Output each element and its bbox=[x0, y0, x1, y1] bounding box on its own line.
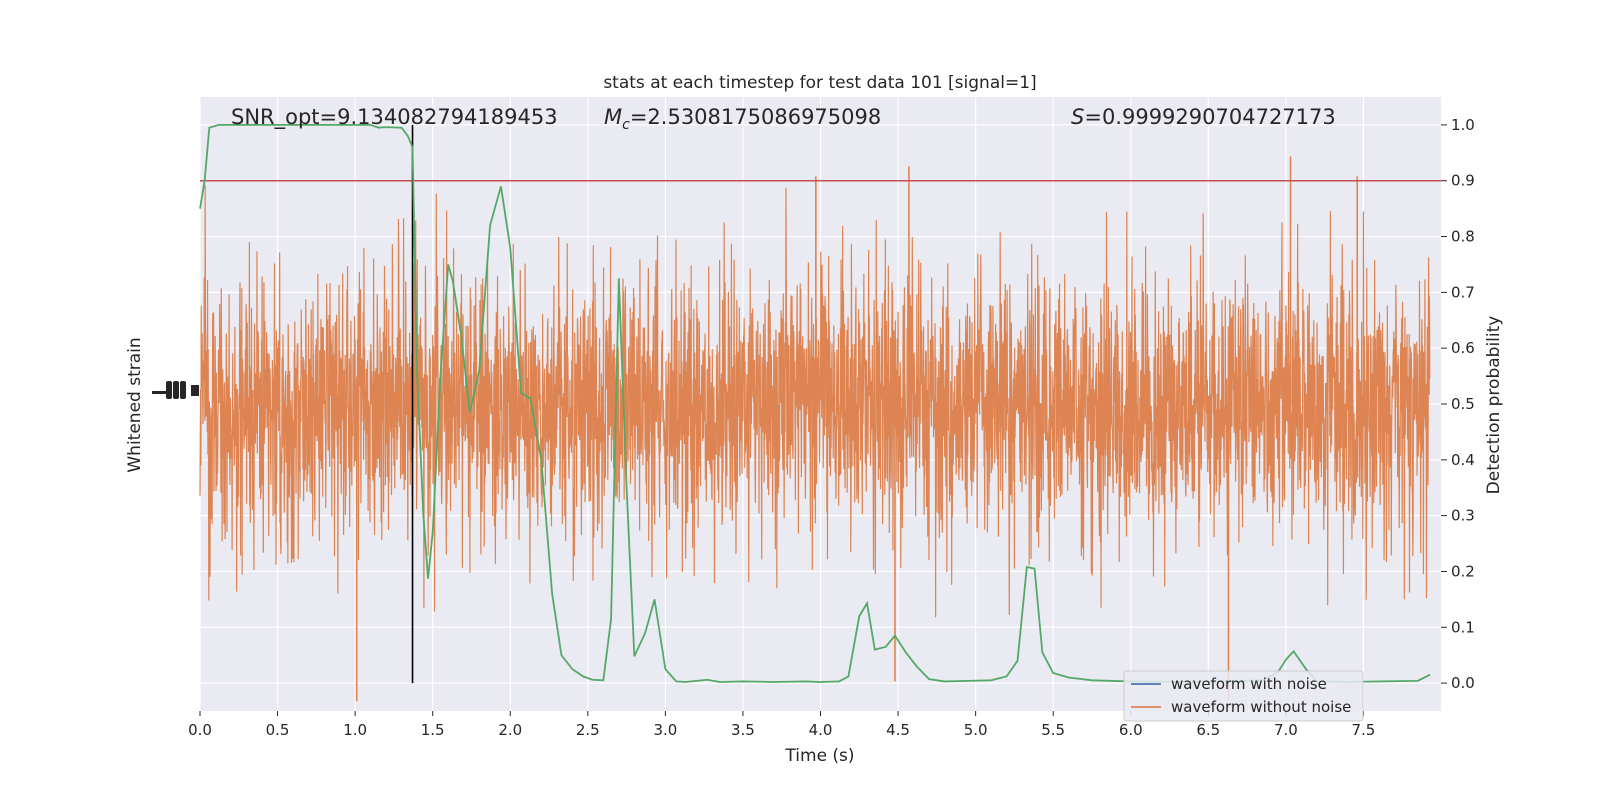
x-axis-ticks: 0.0 0.5 1.0 1.5 2.0 2.5 3.0 3.5 4.0 4.5 5.0 5.5 6.0 6… bbox=[188, 711, 1375, 739]
legend-box bbox=[1123, 670, 1364, 722]
legend: waveform with noise waveform without noi… bbox=[1123, 670, 1364, 722]
legend-label-without-noise: waveform without noise bbox=[1171, 698, 1351, 716]
s-annotation: S=0.9999290704727173 bbox=[1071, 105, 1336, 129]
x-tick-label: 5.0 bbox=[964, 721, 988, 739]
detection-probability-line bbox=[199, 124, 1431, 683]
snr-annotation: SNR_opt=9.134082794189453 bbox=[231, 105, 558, 130]
y-tick-label: 0.2 bbox=[1451, 562, 1475, 580]
chirp-mass-annotation: Mc=2.5308175086975098 bbox=[604, 105, 881, 133]
y-tick-label: 0.1 bbox=[1451, 618, 1475, 636]
x-tick-label: 2.5 bbox=[576, 721, 600, 739]
y-tick-label: 1.0 bbox=[1451, 116, 1475, 134]
x-tick-label: 1.0 bbox=[343, 721, 367, 739]
x-tick-label: 1.5 bbox=[421, 721, 445, 739]
x-tick-label: 3.0 bbox=[653, 721, 677, 739]
y-left-axis-label: Whitened strain bbox=[125, 337, 145, 472]
x-axis-label: Time (s) bbox=[784, 746, 854, 766]
legend-label-with-noise: waveform with noise bbox=[1171, 675, 1327, 693]
y-tick-label: 0.9 bbox=[1451, 172, 1475, 190]
x-tick-label: 2.0 bbox=[498, 721, 522, 739]
x-tick-label: 6.5 bbox=[1196, 721, 1220, 739]
x-tick-label: 7.0 bbox=[1274, 721, 1298, 739]
y-right-axis-ticks: 0.0 0.1 0.2 0.3 0.4 0.5 0.6 0.7 0.8 0.9 1.0 bbox=[1441, 116, 1475, 692]
left-tick-clutter bbox=[152, 381, 199, 399]
y-tick-label: 0.8 bbox=[1451, 228, 1475, 246]
x-tick-label: 6.0 bbox=[1119, 721, 1143, 739]
y-tick-label: 0.4 bbox=[1451, 451, 1475, 469]
y-tick-label: 0.6 bbox=[1451, 339, 1475, 357]
x-tick-label: 3.5 bbox=[731, 721, 755, 739]
x-tick-label: 0.5 bbox=[266, 721, 290, 739]
y-tick-label: 0.0 bbox=[1451, 674, 1475, 692]
y-right-axis-label: Detection probability bbox=[1484, 316, 1504, 495]
strain-trace bbox=[199, 185, 1431, 618]
y-tick-label: 0.7 bbox=[1451, 283, 1475, 301]
y-tick-label: 0.5 bbox=[1451, 395, 1475, 413]
x-tick-label: 5.5 bbox=[1041, 721, 1065, 739]
chart-title: stats at each timestep for test data 101… bbox=[603, 73, 1036, 93]
y-tick-label: 0.3 bbox=[1451, 507, 1475, 525]
x-tick-label: 0.0 bbox=[188, 721, 212, 739]
strain-series bbox=[199, 156, 1431, 702]
x-tick-label: 7.5 bbox=[1352, 721, 1376, 739]
x-tick-label: 4.5 bbox=[886, 721, 910, 739]
x-tick-label: 4.0 bbox=[809, 721, 833, 739]
